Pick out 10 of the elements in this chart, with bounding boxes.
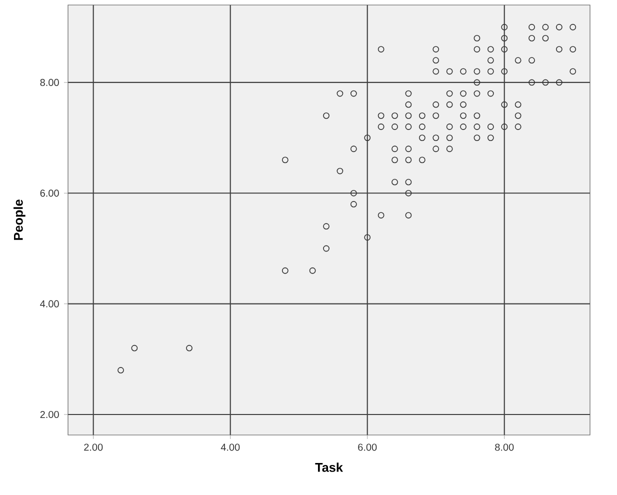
y-tick-label: 8.00 bbox=[40, 78, 59, 86]
x-tick-label: 2.00 bbox=[84, 444, 103, 451]
x-tick-label: 8.00 bbox=[495, 444, 514, 451]
y-axis-title: People bbox=[14, 200, 26, 240]
x-tick-label: 4.00 bbox=[220, 444, 240, 451]
y-tick-label: 6.00 bbox=[40, 190, 59, 197]
y-tick-label: 4.00 bbox=[40, 300, 59, 308]
y-tick-label: 2.00 bbox=[40, 410, 59, 418]
x-tick-label: 6.00 bbox=[358, 444, 377, 451]
x-axis-title: Task bbox=[315, 462, 343, 472]
